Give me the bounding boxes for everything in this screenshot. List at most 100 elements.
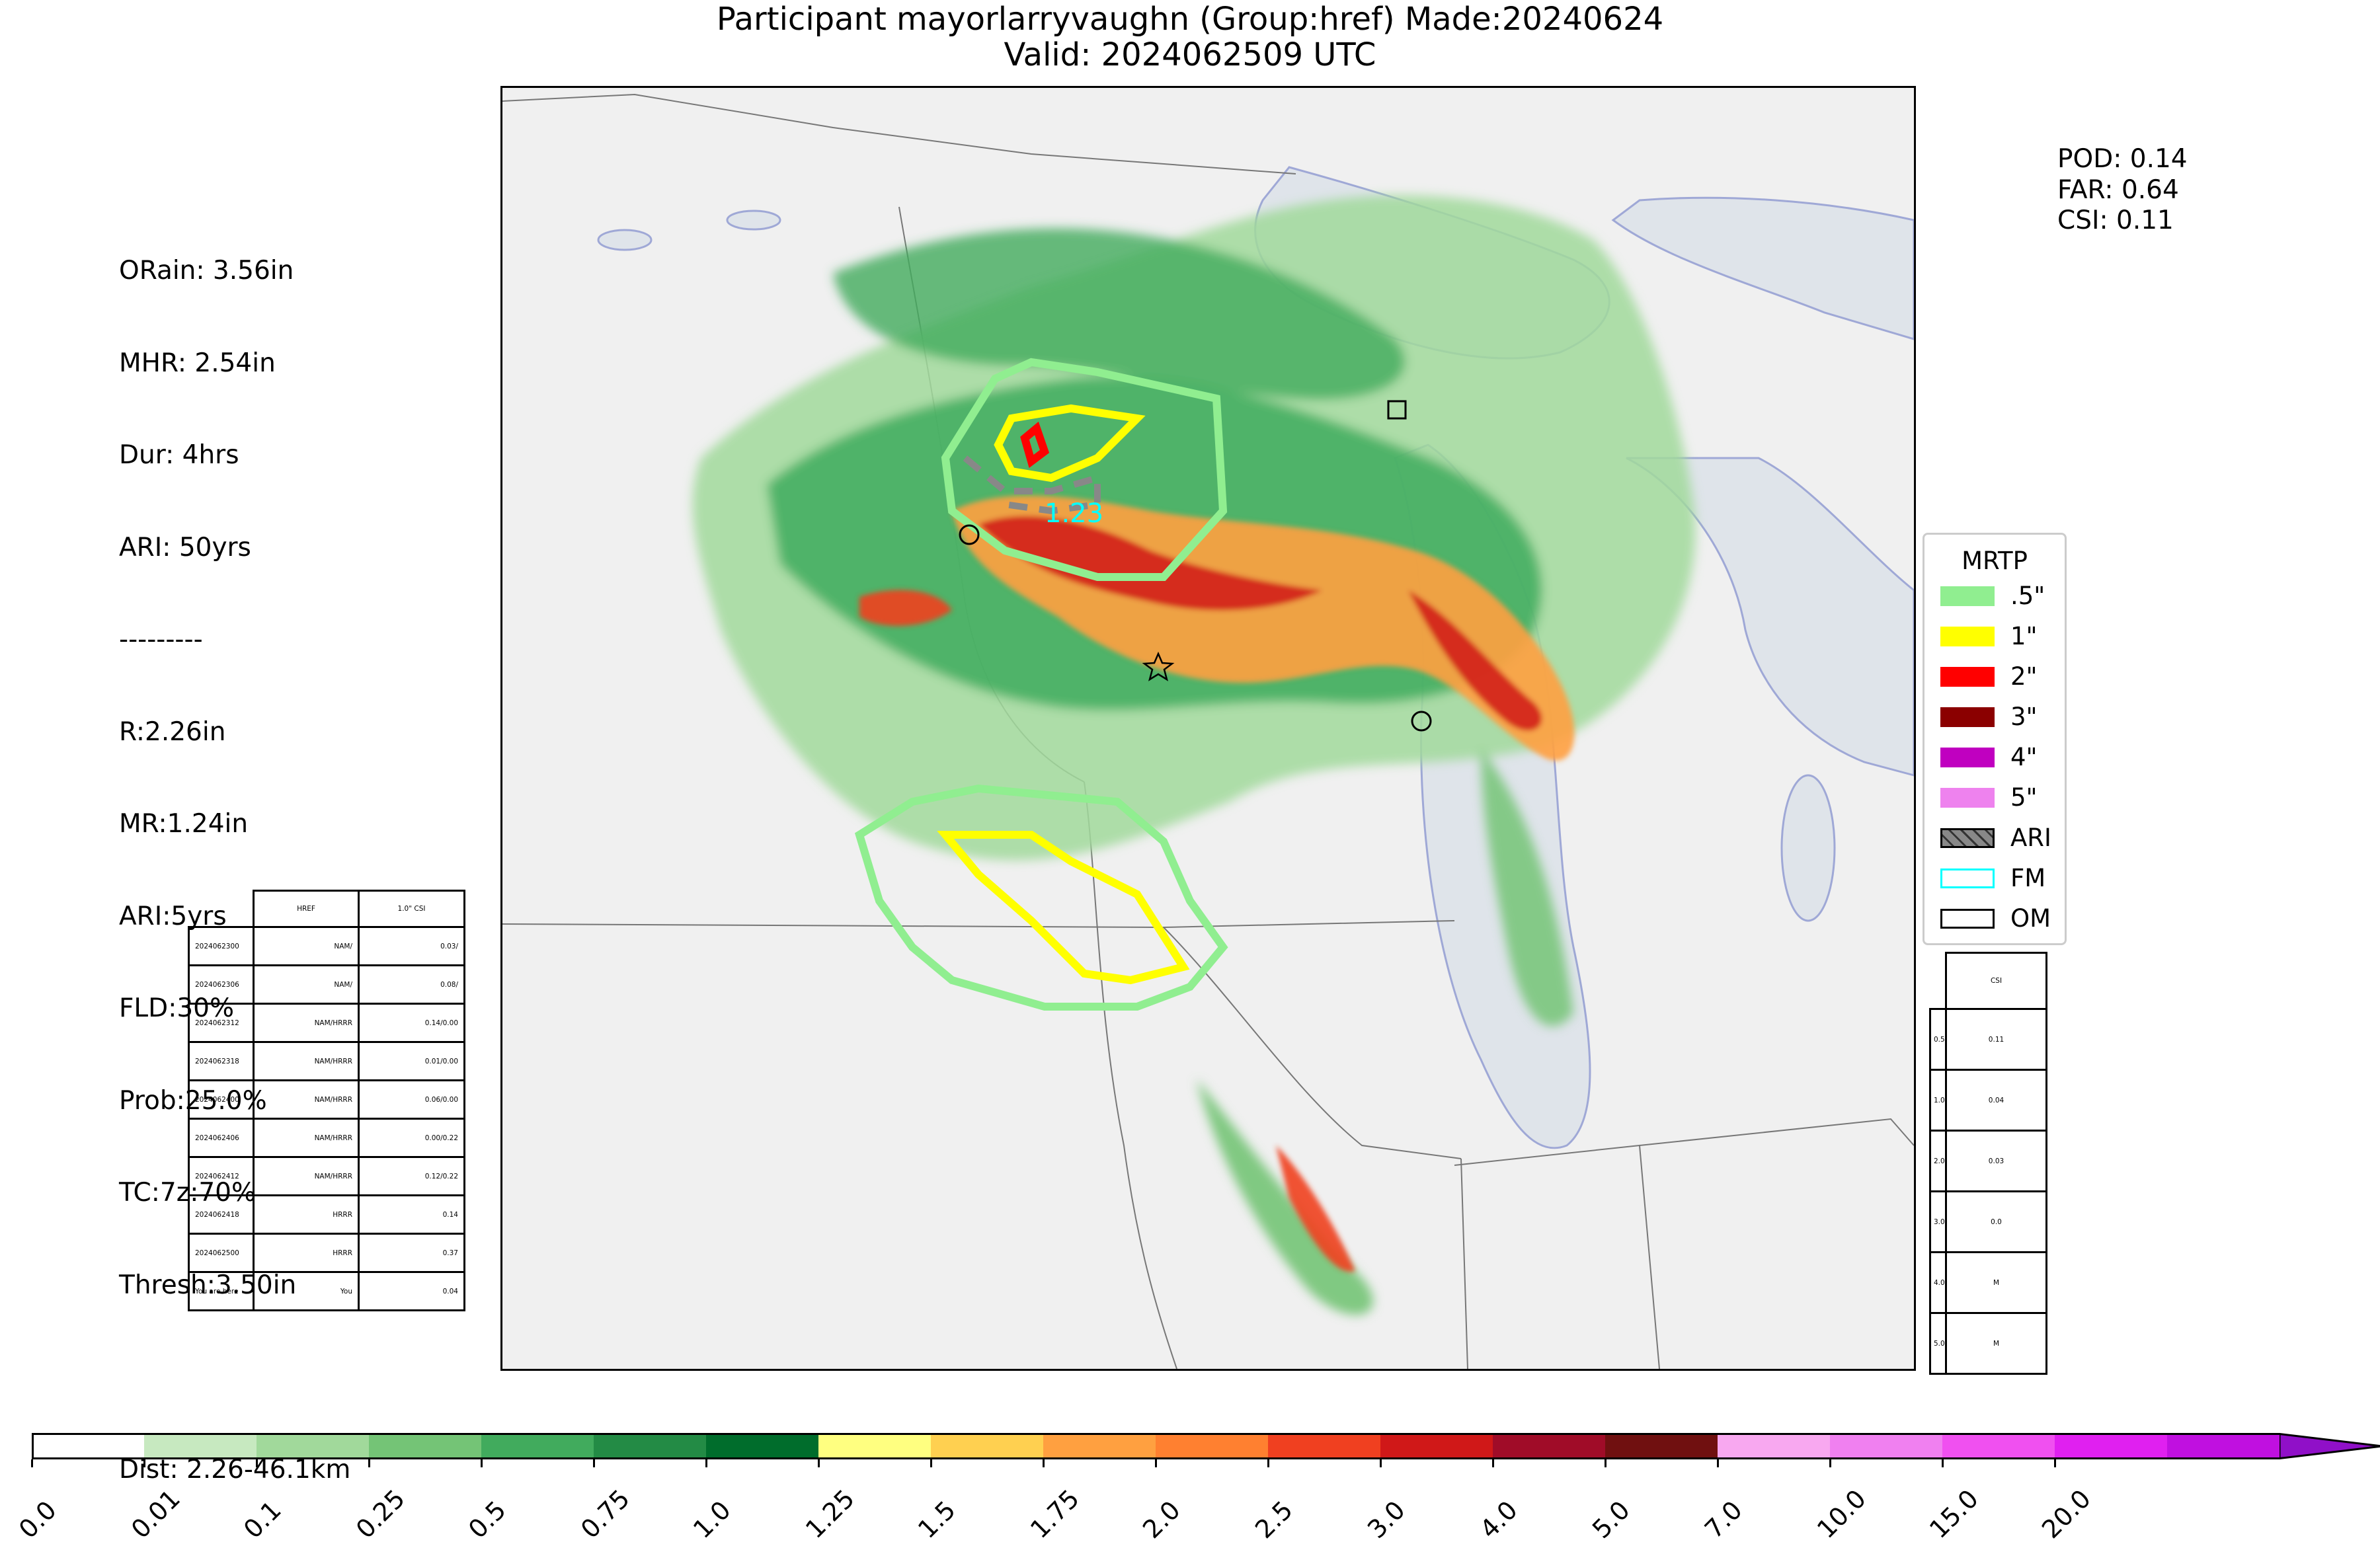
colorbar-segment: [1493, 1433, 1606, 1459]
table-cell-csi: M: [1945, 1251, 2047, 1314]
stat-orain: ORain: 3.56in: [119, 256, 294, 286]
table-cell-model: NAM/: [253, 964, 360, 1005]
table-cell-csi: 0.0: [1945, 1190, 2047, 1253]
colorbar-tick-mark: [1492, 1459, 1494, 1467]
legend-item: 1": [1934, 621, 2059, 652]
table-cell-model: NAM/: [253, 926, 360, 966]
table-header: HREF: [253, 890, 360, 928]
table-cell-csi: 0.06/0.00: [358, 1079, 465, 1120]
table-cell-csi: 0.12/0.22: [358, 1156, 465, 1196]
stat-far: FAR: 0.64: [2057, 174, 2179, 205]
table-cell-date: 2024062406: [188, 1118, 255, 1158]
colorbar-tick-mark: [1605, 1459, 1606, 1467]
colorbar-segment: [369, 1433, 482, 1459]
legend-item: .5": [1934, 581, 2059, 611]
table-cell-threshold: 4.0: [1929, 1251, 1947, 1314]
colorbar-tick-label: 10.0: [1811, 1484, 1872, 1544]
legend-label: FM: [2010, 864, 2046, 892]
colorbar-segment: [1043, 1433, 1156, 1459]
colorbar-segment: [2055, 1433, 2168, 1459]
stat-prob: Prob:25.0%: [119, 1085, 267, 1116]
table-cell-model: HRRR: [253, 1233, 360, 1273]
table-cell-csi: 0.01/0.00: [358, 1041, 465, 1081]
chart-title: Participant mayorlarryvaughn (Group:href…: [0, 1, 2380, 73]
colorbar-tick-mark: [818, 1459, 820, 1467]
table-cell-model: NAM/HRRR: [253, 1041, 360, 1081]
table-cell-date: 2024062500: [188, 1233, 255, 1273]
table-cell-date: 2024062318: [188, 1041, 255, 1081]
table-cell-threshold: 0.5: [1929, 1008, 1947, 1071]
table-cell-csi: 0.03: [1945, 1130, 2047, 1192]
table-header: CSI: [1945, 952, 2047, 1010]
legend-swatch: [1940, 909, 1995, 929]
colorbar: [32, 1433, 2380, 1459]
map-contour-label: 1.23: [1045, 498, 1103, 529]
colorbar-tick-mark: [593, 1459, 595, 1467]
stat-mhr: MHR: 2.54in: [119, 348, 276, 378]
colorbar-segment: [1380, 1433, 1493, 1459]
legend-swatch: [1940, 828, 1995, 848]
legend-item: OM: [1934, 904, 2059, 934]
colorbar-segment: [1605, 1433, 1718, 1459]
table-cell-model: NAM/HRRR: [253, 1118, 360, 1158]
colorbar-tick-label: 15.0: [1924, 1484, 1984, 1544]
table-header: 1.0" CSI: [358, 890, 465, 928]
stat-tc: TC:7z:70%: [119, 1178, 257, 1208]
colorbar-tick-label: 0.5: [463, 1495, 512, 1544]
legend-label: 5": [2010, 783, 2038, 812]
table-cell-threshold: 3.0: [1929, 1190, 1947, 1253]
legend-item: 2": [1934, 662, 2059, 692]
precip-map[interactable]: 1.23: [500, 86, 1916, 1371]
table-cell-model: HRRR: [253, 1194, 360, 1235]
legend-item: 3": [1934, 702, 2059, 732]
table-cell-csi: 0.04: [1945, 1069, 2047, 1132]
legend-swatch: [1940, 627, 1995, 646]
title-line-2: Valid: 2024062509 UTC: [1004, 36, 1376, 73]
table-cell-csi: M: [1945, 1312, 2047, 1375]
colorbar-segment: [1718, 1433, 1831, 1459]
stat-csi: CSI: 0.11: [2057, 206, 2174, 235]
stat-pod: POD: 0.14: [2057, 144, 2188, 174]
legend-item: ARI: [1934, 823, 2059, 853]
stat-separator: ---------: [119, 625, 203, 654]
legend: MRTP .5" 1" 2" 3" 4" 5" ARI FM OM: [1923, 533, 2067, 945]
colorbar-tick-mark: [1380, 1459, 1382, 1467]
colorbar-tick-mark: [2054, 1459, 2056, 1467]
legend-label: ARI: [2010, 824, 2051, 852]
colorbar-tick-label: 4.0: [1474, 1495, 1523, 1544]
colorbar-tick-label: 2.0: [1137, 1495, 1186, 1544]
colorbar-tick-label: 1.5: [912, 1495, 961, 1544]
colorbar-tick-label: 1.0: [688, 1495, 736, 1544]
colorbar-segment: [706, 1433, 819, 1459]
colorbar-tick-mark: [1942, 1459, 1944, 1467]
table-cell-csi: 0.14/0.00: [358, 1003, 465, 1043]
colorbar-tick-label: 2.5: [1250, 1495, 1298, 1544]
table-cell-date: 2024062400: [188, 1079, 255, 1120]
table-cell-threshold: 5.0: [1929, 1312, 1947, 1375]
legend-label: 3": [2010, 703, 2038, 731]
legend-swatch: [1940, 667, 1995, 687]
table-cell-date: 2024062418: [188, 1194, 255, 1235]
legend-title: MRTP: [1962, 547, 2028, 575]
colorbar-segment: [2167, 1433, 2280, 1459]
colorbar-tick-label: 20.0: [2036, 1484, 2096, 1544]
legend-swatch: [1940, 868, 1995, 888]
table-cell-csi: 0.08/: [358, 964, 465, 1005]
colorbar-segment: [818, 1433, 932, 1459]
colorbar-tick-mark: [1829, 1459, 1831, 1467]
legend-swatch: [1940, 586, 1995, 606]
mrtp-contours: [854, 358, 1432, 1011]
table-cell-date: 2024062412: [188, 1156, 255, 1196]
colorbar-segment: [1156, 1433, 1269, 1459]
stat-blank: [119, 1362, 350, 1393]
colorbar-tick-mark: [1717, 1459, 1719, 1467]
legend-item: 5": [1934, 783, 2059, 813]
colorbar-tick-mark: [481, 1459, 483, 1467]
table-cell-model: You: [253, 1271, 360, 1311]
colorbar-tick-label: 7.0: [1699, 1495, 1748, 1544]
stat-r: R:2.26in: [119, 716, 226, 747]
colorbar-tick-mark: [256, 1459, 258, 1467]
colorbar-segment: [144, 1433, 257, 1459]
table-cell-model: NAM/HRRR: [253, 1079, 360, 1120]
colorbar-segment: [931, 1433, 1044, 1459]
